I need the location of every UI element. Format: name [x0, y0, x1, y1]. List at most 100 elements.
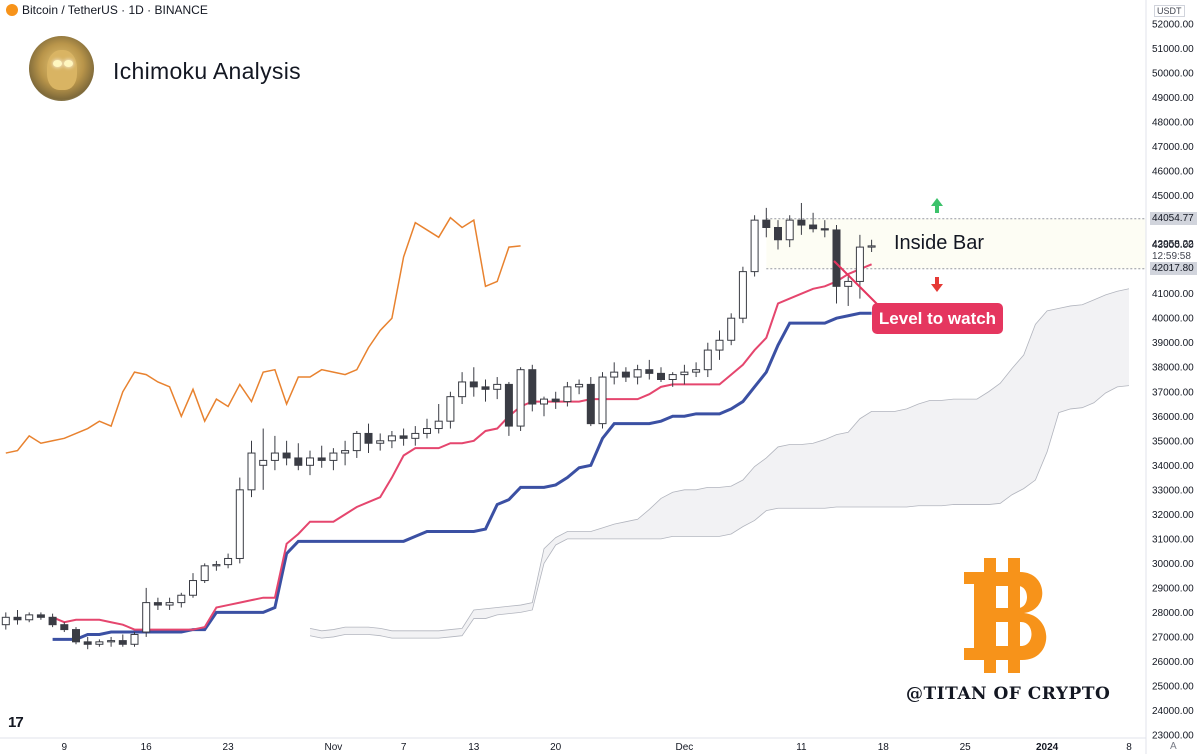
chikou-span-line	[5, 216, 521, 454]
time-tick-label: 8	[1126, 742, 1132, 753]
symbol-label: Bitcoin / TetherUS · 1D · BINANCE	[22, 3, 208, 17]
candle	[797, 202, 806, 235]
candle	[516, 367, 525, 431]
candle	[598, 372, 607, 429]
candle	[551, 391, 560, 409]
candle	[750, 215, 759, 277]
price-tick-label: 47000.00	[1152, 142, 1194, 153]
tenkan-sen-line	[52, 263, 872, 631]
candle	[668, 372, 677, 387]
time-tick-label: 11	[796, 742, 807, 753]
candle	[493, 377, 502, 400]
time-axis: 9 16 23 Nov 7 13 20 Dec 11 18 25 2024 8	[62, 742, 1133, 753]
time-tick-label: Dec	[676, 742, 694, 753]
candle	[153, 597, 162, 610]
time-tick-label: 20	[550, 742, 562, 753]
symbol-header[interactable]: Bitcoin / TetherUS · 1D · BINANCE	[6, 3, 208, 17]
auto-scale-button[interactable]: A	[1170, 741, 1177, 752]
candle	[458, 372, 467, 405]
price-tick-label: 36000.00	[1152, 412, 1194, 423]
up-arrow-icon	[931, 198, 943, 213]
candle	[95, 639, 104, 647]
down-arrow-icon	[931, 277, 943, 292]
candle	[212, 560, 221, 571]
avatar	[29, 36, 94, 101]
price-tick-label: 35000.00	[1152, 436, 1194, 447]
candle	[200, 563, 209, 583]
level-high-price-tag: 44054.77	[1150, 212, 1197, 225]
candle	[575, 379, 584, 395]
price-tick-label: 39000.00	[1152, 338, 1194, 349]
price-tick-label: 29000.00	[1152, 583, 1194, 594]
candle	[481, 379, 490, 402]
candle	[867, 239, 876, 253]
price-tick-label: 33000.00	[1152, 485, 1194, 496]
time-tick-label: 2024	[1036, 742, 1059, 753]
candle	[364, 423, 373, 454]
candle	[645, 359, 654, 380]
inside-bar-zone	[766, 218, 1146, 269]
price-tick-label: 43000.00	[1152, 240, 1194, 251]
senkou-a-line	[309, 288, 1130, 632]
price-tick-label: 48000.00	[1152, 118, 1194, 129]
candle	[13, 609, 22, 625]
candle	[680, 364, 689, 385]
candle	[621, 367, 630, 382]
candle	[785, 215, 794, 248]
candle	[142, 587, 151, 637]
avatar-face	[47, 50, 77, 90]
time-tick-label: Nov	[325, 742, 343, 753]
candle	[774, 220, 782, 250]
time-tick-label: 13	[468, 742, 480, 753]
price-axis: 23000.00 24000.00 25000.00 26000.00 27000.00…	[1152, 20, 1194, 742]
bar-countdown: 12:59:58	[1152, 251, 1191, 262]
candle	[107, 636, 116, 647]
candle	[715, 330, 724, 360]
candle	[727, 313, 736, 346]
candle	[586, 377, 595, 427]
candle	[48, 613, 57, 628]
level-pointer-line	[833, 260, 879, 306]
candle	[189, 573, 197, 598]
level-low-price-tag: 42017.80	[1150, 262, 1197, 275]
bitcoin-logo-icon	[964, 558, 1047, 673]
price-tick-label: 23000.00	[1152, 731, 1194, 742]
candle	[423, 418, 431, 439]
price-tick-label: 51000.00	[1152, 44, 1194, 55]
price-tick-label: 49000.00	[1152, 93, 1194, 104]
candle	[60, 622, 69, 633]
candle	[1, 612, 10, 630]
candle	[738, 266, 747, 324]
candle	[563, 381, 572, 407]
time-tick-label: 16	[141, 742, 153, 753]
time-tick-label: 23	[223, 742, 235, 753]
currency-label[interactable]: USDT	[1154, 5, 1185, 17]
candle	[341, 440, 350, 466]
price-tick-label: 31000.00	[1152, 534, 1194, 545]
time-tick-label: 25	[960, 742, 972, 753]
candle	[692, 362, 701, 378]
candle	[130, 632, 139, 647]
time-tick-label: 9	[62, 742, 68, 753]
price-tick-label: 30000.00	[1152, 559, 1194, 570]
inside-bar-label: Inside Bar	[894, 232, 985, 254]
price-tick-label: 32000.00	[1152, 510, 1194, 521]
candle	[294, 443, 303, 471]
candle	[118, 634, 127, 647]
cloud-fill	[310, 288, 1129, 639]
time-tick-label: 7	[401, 742, 407, 753]
candle	[399, 428, 408, 446]
avatar-eye-right	[64, 60, 73, 67]
candle	[411, 426, 420, 446]
candle	[259, 428, 268, 490]
level-to-watch-tag: Level to watch	[872, 303, 1003, 334]
candle	[72, 627, 80, 645]
candle	[610, 362, 619, 385]
candle	[165, 597, 174, 610]
candle	[329, 448, 338, 471]
tradingview-logo-icon[interactable]: 17	[8, 714, 24, 731]
price-tick-label: 34000.00	[1152, 461, 1194, 472]
candle	[247, 440, 256, 498]
senkou-b-line	[309, 385, 1130, 639]
